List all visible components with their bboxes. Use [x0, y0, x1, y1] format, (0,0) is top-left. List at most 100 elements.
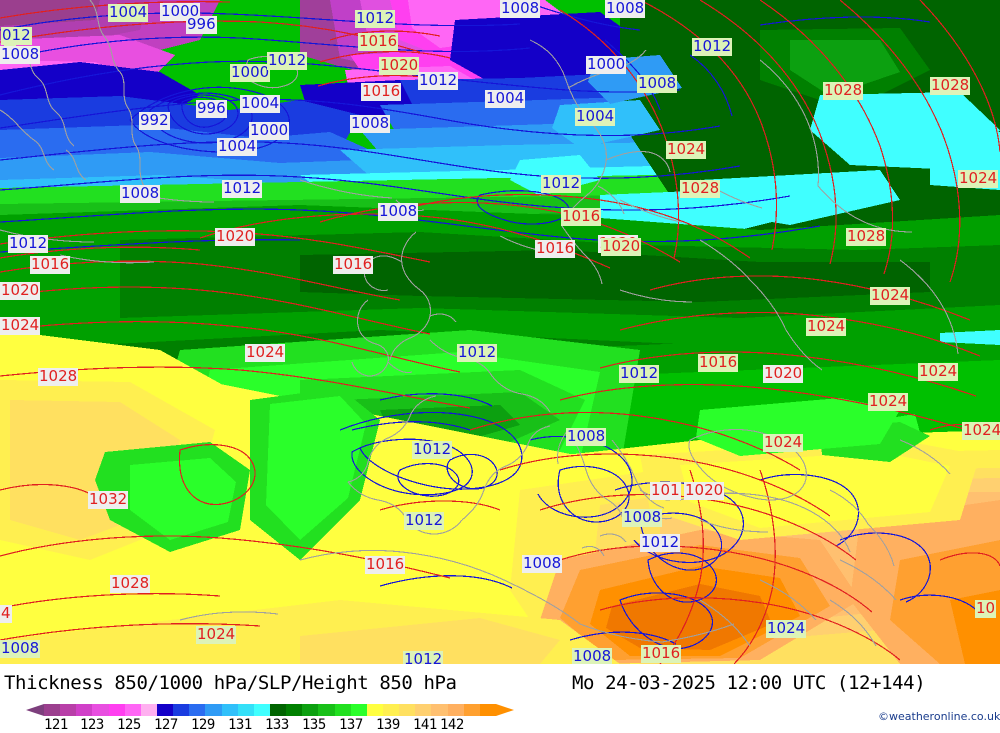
contour-label: 1024 [196, 625, 237, 644]
contour-label: 1008 [500, 0, 541, 18]
contour-label: 996 [196, 99, 227, 118]
chart-title: Thickness 850/1000 hPa/SLP/Height 850 hP… [4, 672, 457, 694]
colorbar-tick: 141 [413, 717, 437, 733]
contour-label: 1012 [412, 440, 453, 459]
colorbar-swatch [463, 704, 480, 716]
contour-label: 10 [975, 599, 997, 618]
contour-label: 1012 [267, 51, 308, 70]
contour-label: 1028 [846, 227, 887, 246]
contour-label: 1020 [215, 227, 256, 246]
contour-label: 1024 [766, 619, 807, 638]
colorbar-swatch [173, 704, 190, 716]
colorbar-swatch [60, 704, 77, 716]
colorbar-swatch [302, 704, 319, 716]
contour-label: 012 [1, 26, 32, 45]
forecast-datetime: Mo 24-03-2025 12:00 UTC (12+144) [572, 672, 926, 694]
contour-label: 1020 [379, 56, 420, 75]
colorbar-tick: 133 [265, 717, 289, 733]
contour-label: 1008 [522, 554, 563, 573]
contour-label: 1012 [619, 364, 660, 383]
colorbar-swatch [269, 704, 287, 716]
contour-label: 1024 [666, 140, 707, 159]
colorbar-swatch [205, 704, 222, 716]
contour-label: 1012 [418, 71, 459, 90]
contour-label: 1016 [535, 239, 576, 258]
contour-label: 1012 [640, 533, 681, 552]
colorbar-swatch [286, 704, 303, 716]
contour-label: 1012 [8, 234, 49, 253]
contour-label: 1016 [333, 255, 374, 274]
colorbar-swatch [318, 704, 335, 716]
colorbar-swatch [156, 704, 174, 716]
contour-label: 1020 [601, 237, 642, 256]
contour-label: 1008 [378, 202, 419, 221]
contour-label: 1016 [30, 255, 71, 274]
thickness-colorbar: 121 123 125 127 129 131 133 135 137 139 141 142 [20, 704, 520, 733]
contour-label: 4 [0, 604, 12, 623]
weather-map-canvas[interactable]: 6012100810041000996992996100010121004100… [0, 0, 1000, 664]
colorbar-swatch [108, 704, 125, 716]
colorbar-swatches [44, 704, 496, 716]
contour-label: 1016 [361, 82, 402, 101]
contour-label: 1016 [358, 32, 399, 51]
contour-label: 1024 [763, 433, 804, 452]
contour-label: 1016 [561, 207, 602, 226]
contour-label: 1000 [249, 121, 290, 140]
contour-label: 1024 [918, 362, 959, 381]
contour-label: 1012 [222, 179, 263, 198]
colorbar-swatch [382, 704, 400, 716]
contour-label: 1012 [355, 9, 396, 28]
colorbar-swatch [124, 704, 141, 716]
colorbar-tick: 127 [154, 717, 178, 733]
contour-label: 1012 [692, 37, 733, 56]
colorbar-tick: 131 [228, 717, 252, 733]
contour-label: 1008 [0, 45, 41, 64]
colorbar-tick: 139 [376, 717, 400, 733]
contour-label: 1004 [240, 94, 281, 113]
colorbar-swatch [479, 704, 496, 716]
colorbar-low-cap [26, 704, 44, 716]
colorbar-swatch [44, 704, 61, 716]
contour-label: 1024 [806, 317, 847, 336]
colorbar-tick: 121 [44, 717, 68, 733]
contour-label: 1024 [958, 169, 999, 188]
contour-label: 1028 [38, 367, 79, 386]
contour-label: 1024 [962, 422, 1000, 440]
colorbar-swatch [221, 704, 238, 716]
contour-label: 1008 [0, 639, 41, 658]
contour-label: 1020 [684, 481, 725, 500]
contour-label: 1004 [108, 3, 149, 22]
colorbar-swatch [399, 704, 416, 716]
contour-label: 1016 [365, 555, 406, 574]
map-footer: Thickness 850/1000 hPa/SLP/Height 850 hP… [0, 664, 1000, 733]
contour-label: 1008 [566, 427, 607, 446]
contour-label: 992 [139, 111, 170, 130]
colorbar-swatch [189, 704, 206, 716]
contour-label: 1004 [217, 137, 258, 156]
colorbar-tick: 135 [302, 717, 326, 733]
contour-label: 1008 [120, 184, 161, 203]
contour-label: 1024 [868, 392, 909, 411]
colorbar-swatch [140, 704, 157, 716]
contour-label: 1024 [0, 316, 41, 335]
coastlines [0, 0, 959, 647]
contour-label: 1000 [230, 63, 271, 82]
colorbar-swatch [366, 704, 383, 716]
colorbar-tick: 142 [440, 717, 464, 733]
contour-label: 1028 [930, 76, 971, 95]
contour-label: 1028 [680, 179, 721, 198]
contour-label: 1016 [698, 353, 739, 372]
contour-label: 1012 [404, 511, 445, 530]
colorbar-tick: 137 [339, 717, 363, 733]
contour-label: 1008 [350, 114, 391, 133]
contour-label: 1032 [88, 490, 129, 509]
colorbar-swatch [92, 704, 109, 716]
contour-label: 1004 [575, 107, 616, 126]
contour-label: 101 [650, 481, 681, 500]
contour-label: 1012 [541, 174, 582, 193]
colorbar-high-cap [496, 704, 514, 716]
contour-label: 1028 [823, 81, 864, 100]
contour-label: 1020 [0, 281, 41, 300]
contour-label: 1008 [637, 74, 678, 93]
